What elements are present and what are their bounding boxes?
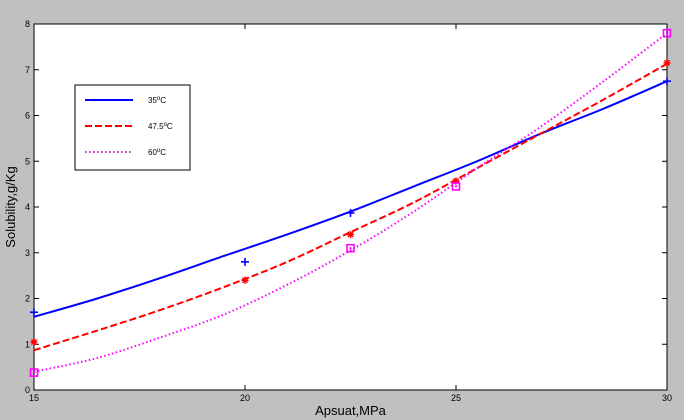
marker-stroke [346,243,355,253]
data-point-1-2 [347,230,354,238]
marker-stroke [30,338,38,346]
legend-value: 35 [148,96,157,105]
y-tick-label: 5 [25,156,30,166]
data-point-1-1 [241,276,249,284]
marker-stroke [241,277,249,284]
data-point-0-1 [241,257,249,266]
legend-label-1: 47.5oC [148,122,173,131]
marker-stroke [455,185,457,188]
x-axis-title: Apsuat,MPa [315,403,387,418]
legend-box [74,84,191,171]
y-tick-label: 4 [25,202,30,212]
legend-label-2: 60oC [148,148,166,157]
marker-stroke [451,182,461,191]
marker-stroke [662,28,672,38]
marker-stroke [347,231,354,238]
y-axis: 0 1 2 3 4 5 6 7 8 [25,19,667,395]
marker-layer [29,28,672,377]
legend-label-0: 35oC [148,96,166,105]
marker-stroke [663,59,671,66]
x-tick-label: 20 [240,393,250,403]
legend-degree: o [157,148,161,154]
x-tick-label: 30 [662,393,672,403]
x-tick-label: 15 [29,393,39,403]
data-point-0-0 [30,308,38,317]
data-point-2-0 [29,368,39,377]
marker-stroke [349,247,352,250]
y-tick-label: 6 [25,111,30,121]
legend-degree: o [157,96,161,102]
x-axis: 15 20 25 30 [29,24,672,403]
y-tick-label: 2 [25,294,30,304]
legend-unit: C [160,148,166,157]
legend-unit: C [160,96,166,105]
series-line-1 [33,62,668,352]
marker-stroke [29,368,39,377]
series-line-2 [33,32,668,373]
data-point-0-2 [346,208,355,217]
x-tick-label: 25 [451,393,461,403]
y-tick-label: 7 [25,65,30,75]
y-tick-label: 3 [25,248,30,258]
legend-value: 47.5 [148,122,164,131]
legend-degree: o [164,122,168,128]
data-point-1-4 [663,59,671,67]
data-point-2-2 [451,182,461,191]
y-tick-label: 0 [25,385,30,395]
y-tick-label: 8 [25,19,30,29]
marker-stroke [33,371,35,374]
legend-unit: C [167,122,173,131]
data-point-0-3 [663,77,671,86]
data-point-2-3 [662,28,672,38]
data-point-2-1 [346,243,355,253]
legend-value: 60 [148,148,157,157]
marker-stroke [666,32,668,35]
y-axis-title: Solubility,g/Kg [3,166,18,247]
data-point-1-0 [30,338,38,346]
plot-area [33,23,668,391]
y-tick-label: 1 [25,339,30,349]
